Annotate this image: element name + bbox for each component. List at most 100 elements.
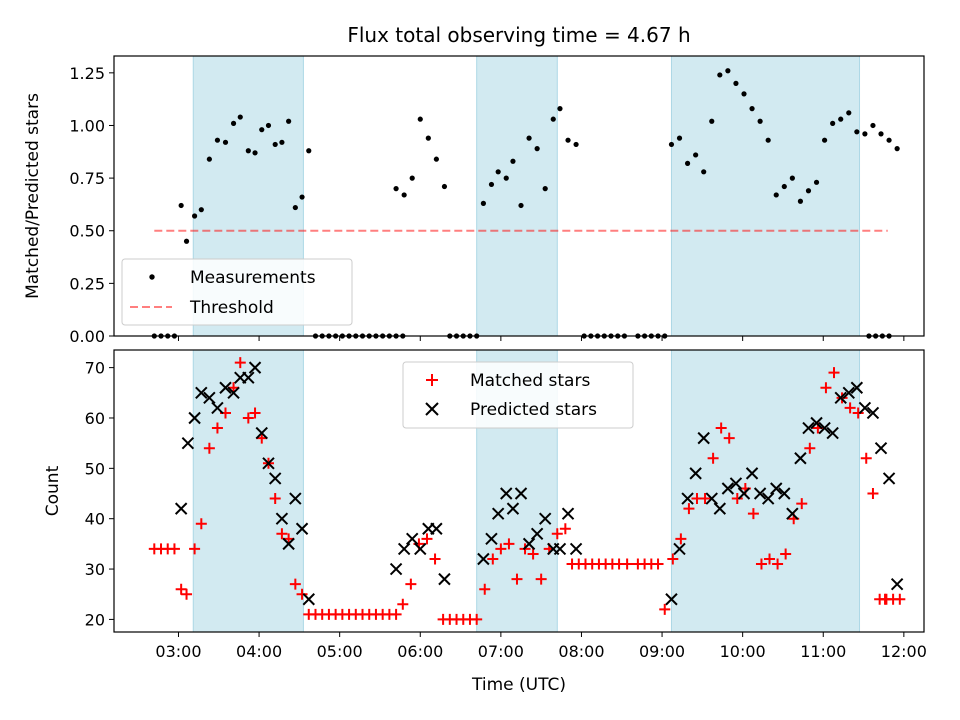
top-panel: 0.00 0.25 0.50 0.75 1.00 1.25 Matched/Predict… [23,55,925,346]
measurement-point [693,152,699,158]
top-y-tick-label: 0.00 [69,327,105,346]
bottom-y-tick-label: 70 [85,359,105,378]
predicted-star-point [289,492,302,505]
measurement-point [765,137,771,143]
measurement-point [886,137,892,143]
top-y-tick-label: 0.25 [69,274,105,293]
predicted-star-point [514,487,528,500]
measurement-point [684,160,691,166]
matched-star-point [234,357,246,369]
measurement-point [741,91,747,97]
predicted-star-point [174,502,188,515]
matched-star-point [715,422,727,434]
measurement-point [503,175,509,181]
predicted-star-point [761,492,775,505]
matched-star-point [659,603,671,615]
measurement-point [237,114,243,120]
measurement-point [286,118,292,124]
predicted-star-point [302,593,315,606]
predicted-star-point [786,507,799,520]
x-tick-label: 09:00 [639,642,685,661]
predicted-star-point [553,542,567,556]
x-tick-label: 08:00 [558,642,604,661]
predicted-star-point [689,467,702,480]
predicted-star-point [697,431,710,445]
legend-label-matched: Matched stars [470,371,590,391]
matched-star-point [289,578,301,590]
measurement-point [279,139,285,145]
x-tick-label: 06:00 [397,642,443,661]
matched-star-point [397,598,409,610]
top-x-ticks [177,336,905,341]
matched-star-point [503,538,515,550]
predicted-star-point [834,391,847,405]
matched-star-point [879,593,891,605]
matched-star-point [479,583,491,595]
x-tick-label: 05:00 [317,642,363,661]
matched-star-point [242,412,254,424]
measurement-point [846,110,852,116]
predicted-star-point [227,386,240,400]
matched-star-point [683,503,695,515]
top-shaded-intervals [192,55,861,337]
predicted-star-point [438,572,451,586]
predicted-star-point [522,537,536,551]
matched-star-point [667,553,679,565]
measurement-point [676,135,683,141]
matched-star-point [764,553,776,565]
measurement-point [191,213,198,219]
measurement-point [518,202,524,209]
matched-star-point [203,442,215,454]
predicted-star-point [268,472,282,485]
bottom-legend: Matched stars Predicted stars [402,361,634,429]
predicted-star-point [275,512,289,525]
predicted-star-point [882,472,896,485]
predicted-star-point [802,421,815,435]
measurement-point [292,204,298,211]
predicted-star-point [874,441,888,455]
matched-star-point [867,488,879,500]
measurement-point [306,148,312,154]
measurement-point [272,141,278,148]
predicted-star-point [818,421,831,435]
predicted-star-point [826,426,839,440]
predicted-star-point [389,562,403,576]
measurement-point [526,135,532,141]
measurement-point [252,150,258,156]
predicted-star-point [729,477,743,490]
predicted-star-point [665,593,678,606]
predicted-star-point [866,406,880,420]
predicted-star-point [491,507,505,520]
matched-star-point [707,452,719,464]
predicted-star-point [753,487,767,500]
legend-label-predicted: Predicted stars [470,400,597,420]
bottom-y-tick-label: 30 [85,560,105,579]
predicted-star-point [506,502,520,515]
matched-star-point [675,533,687,545]
matched-star-point [621,558,633,570]
measurement-point [178,202,184,209]
top-y-tick-label: 0.75 [69,169,105,188]
bottom-y-tick-label: 40 [85,510,105,529]
top-legend-box [121,258,353,326]
matched-star-point [189,543,201,555]
top-axes-frame [113,55,925,337]
matched-star-point [796,498,808,510]
predicted-star-point [538,512,552,525]
predicted-star-point [530,527,544,541]
matched-star-point [390,608,402,620]
predicted-star-point [745,467,759,480]
matched-star-point [652,558,664,570]
measurement-point [870,122,876,129]
predicted-star-point [203,391,216,405]
measurement-point [259,127,265,133]
predicted-star-point [890,577,904,591]
matched-star-point [852,407,864,419]
predicted-star-point [485,532,498,546]
predicted-star-point [561,507,575,520]
measurement-point [433,156,439,162]
x-tick-label: 04:00 [236,642,282,661]
bottom-shaded-interval [192,349,304,633]
bottom-y-ticks: 20 30 40 50 60 70 [85,359,114,629]
